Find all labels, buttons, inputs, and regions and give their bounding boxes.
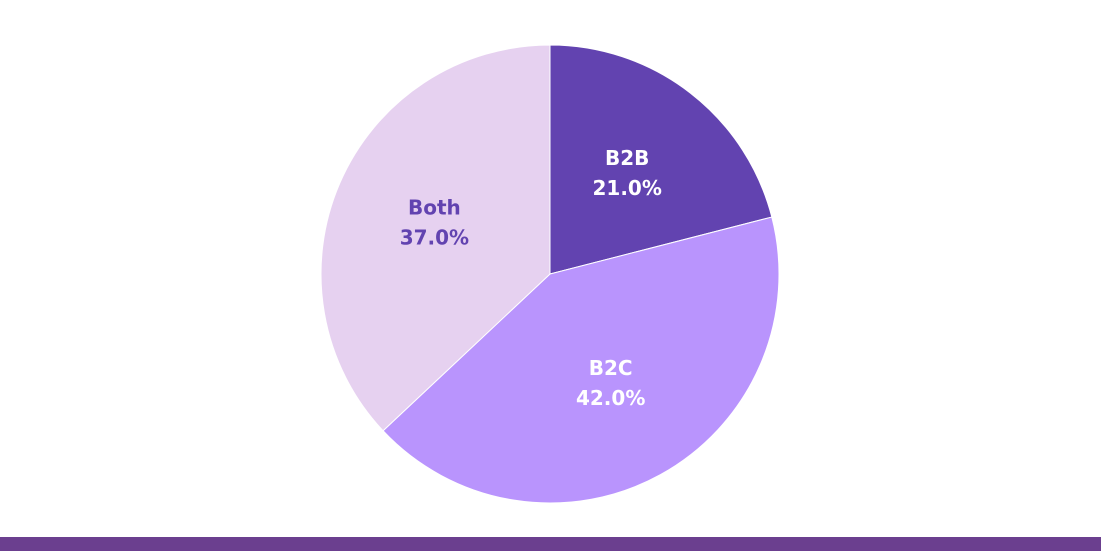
pie-slice [320,44,551,432]
slice-value-label: 42.0% [576,386,645,410]
pie-slice [549,44,773,275]
slice-label: Both [408,195,461,219]
footer-bar [0,537,1101,551]
pie-slice [382,216,780,504]
slice-label: B2B [605,146,649,170]
slice-value-label: 37.0% [400,225,469,249]
slice-label: B2C [589,356,633,380]
slice-value-label: 21.0% [593,176,662,200]
